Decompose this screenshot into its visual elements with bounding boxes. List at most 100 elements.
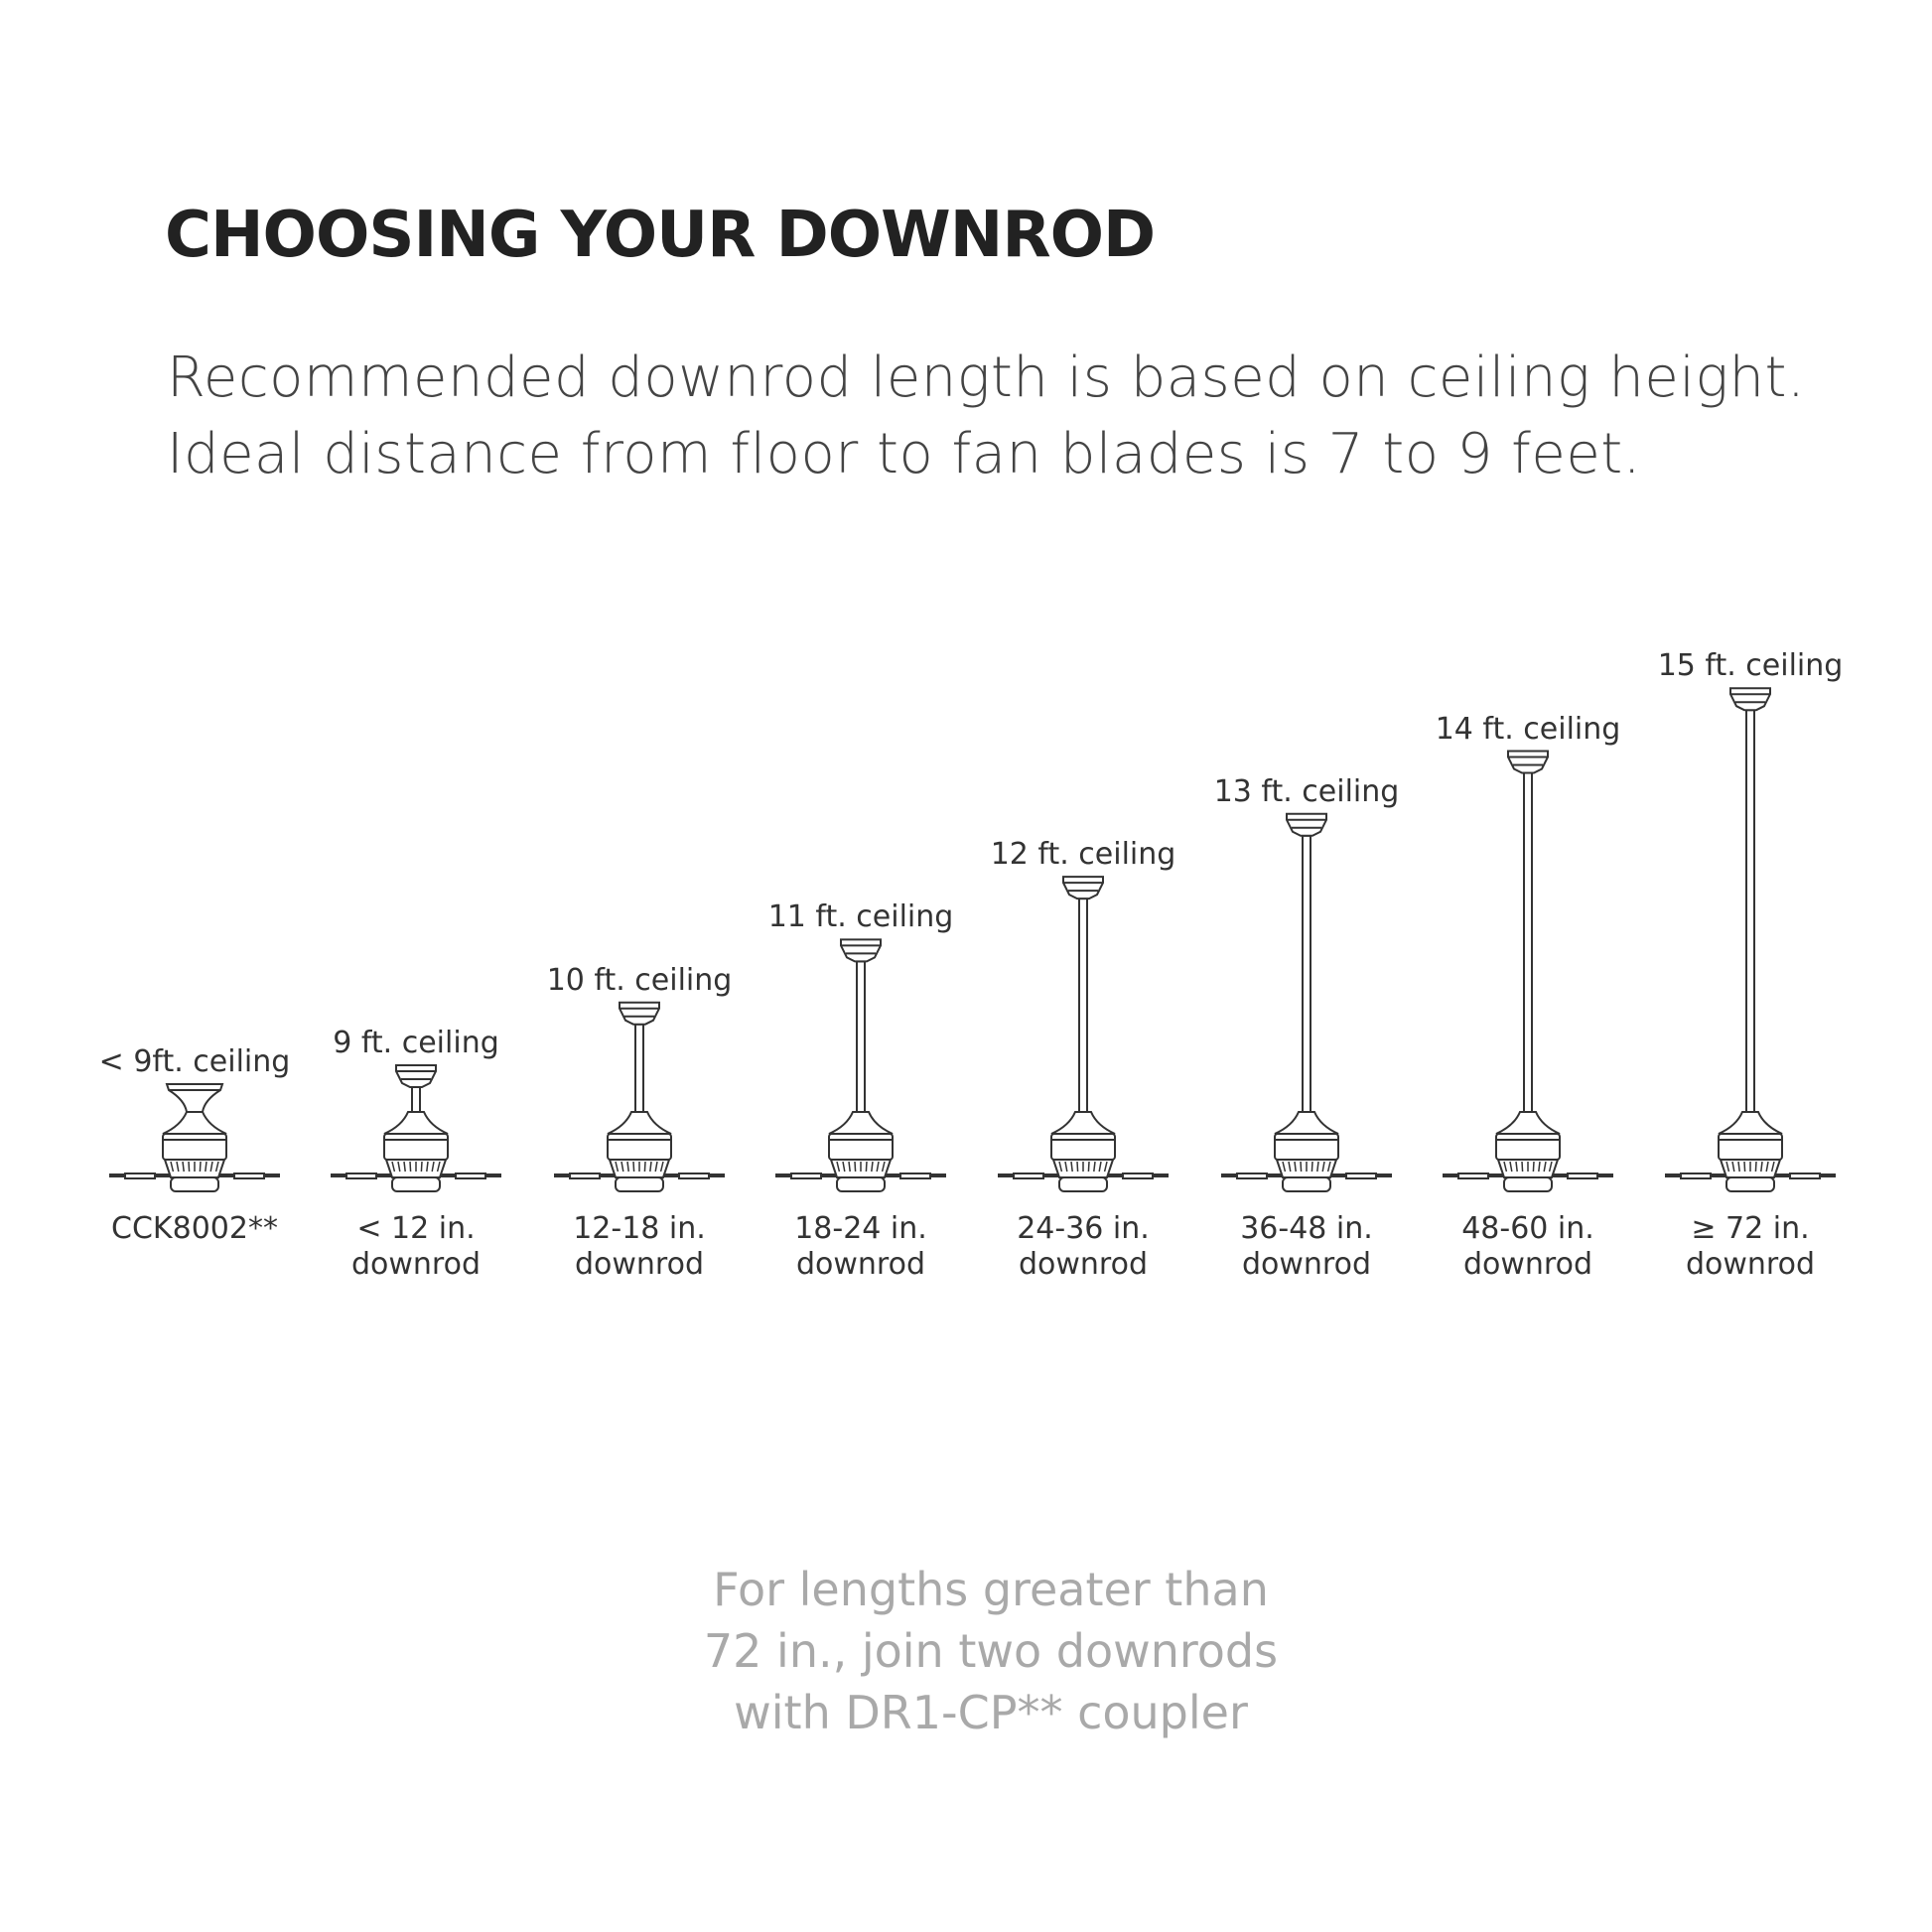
motor-housing — [1718, 1133, 1783, 1161]
downrod-label-line: downrod — [1462, 1247, 1593, 1282]
light-kit — [391, 1176, 441, 1192]
page-title: CHOOSING YOUR DOWNROD — [165, 199, 1156, 272]
blade-bracket — [124, 1173, 156, 1179]
footer-line-1: For lengths greater than — [713, 1563, 1269, 1616]
canopy — [1507, 750, 1549, 774]
motor-cap — [1495, 1111, 1561, 1135]
blade-bracket — [569, 1173, 601, 1179]
downrod-length-label: 18-24 in. downrod — [794, 1211, 927, 1283]
downrod — [1523, 771, 1533, 1113]
light-kit — [1503, 1176, 1553, 1192]
blade-bracket — [1457, 1173, 1489, 1179]
footer-line-3: with DR1-CP** coupler — [734, 1686, 1248, 1739]
ceiling-fan-icon — [998, 876, 1169, 1192]
ceiling-height-label: 12 ft. ceiling — [990, 837, 1176, 873]
canopy — [840, 938, 882, 963]
light-kit — [1282, 1176, 1331, 1192]
motor-housing — [828, 1133, 894, 1161]
motor-cap — [383, 1111, 449, 1135]
subtitle-line-2: Ideal distance from floor to fan blades … — [167, 422, 1642, 486]
canopy — [1286, 812, 1327, 837]
downrod-label-line: 24-36 in. — [1017, 1211, 1150, 1246]
downrod-label-line: 36-48 in. — [1240, 1211, 1373, 1246]
blade-bracket — [1345, 1173, 1377, 1179]
downrod — [1302, 834, 1311, 1113]
downrod-label-line: downrod — [350, 1247, 482, 1282]
subtitle-line-1: Recommended downrod length is based on c… — [167, 345, 1806, 410]
ceiling-height-label: 14 ft. ceiling — [1435, 711, 1621, 747]
blade-bracket — [1236, 1173, 1268, 1179]
downrod-length-label: 12-18 in. downrod — [573, 1211, 706, 1283]
downrod-label-line: downrod — [795, 1247, 926, 1282]
motor-housing — [1495, 1133, 1561, 1161]
blade-bracket — [790, 1173, 822, 1179]
ceiling-fan-icon — [1443, 750, 1613, 1192]
ceiling-fan-icon — [775, 938, 946, 1192]
motor-cap — [607, 1111, 672, 1135]
downrod-label-line: downrod — [1241, 1247, 1372, 1282]
blade-bracket — [1013, 1173, 1044, 1179]
blade-bracket — [1567, 1173, 1598, 1179]
downrod — [634, 1023, 644, 1113]
light-kit — [836, 1176, 886, 1192]
light-kit — [1725, 1176, 1775, 1192]
light-kit — [1058, 1176, 1108, 1192]
motor-housing — [607, 1133, 672, 1161]
blade-bracket — [678, 1173, 710, 1179]
motor-housing — [1050, 1133, 1116, 1161]
ceiling-fan-icon — [109, 1083, 280, 1192]
canopy — [395, 1064, 437, 1088]
downrod-length-label: 36-48 in. downrod — [1240, 1211, 1373, 1283]
motor-cap — [162, 1111, 227, 1135]
ceiling-fan-icon — [1665, 687, 1836, 1192]
downrod-length-label: 48-60 in. downrod — [1461, 1211, 1594, 1283]
close-mount-canopy — [165, 1083, 224, 1113]
light-kit — [615, 1176, 664, 1192]
motor-housing — [383, 1133, 449, 1161]
footer-note: For lengths greater than 72 in., join tw… — [0, 1559, 1932, 1743]
blade-bracket — [345, 1173, 377, 1179]
downrod-length-label: 24-36 in. downrod — [1017, 1211, 1150, 1283]
motor-housing — [162, 1133, 227, 1161]
motor-cap — [1274, 1111, 1339, 1135]
motor-housing — [1274, 1133, 1339, 1161]
downrod-length-label: ≥ 72 in. downrod — [1686, 1211, 1815, 1283]
ceiling-height-label: 10 ft. ceiling — [546, 962, 733, 998]
motor-cap — [828, 1111, 894, 1135]
downrod-label-line: downrod — [1018, 1247, 1149, 1282]
canopy — [1062, 876, 1104, 900]
light-kit — [170, 1176, 219, 1192]
ceiling-fan-icon — [554, 1001, 725, 1192]
ceiling-height-label: 11 ft. ceiling — [767, 899, 954, 935]
downrod-label-line: 18-24 in. — [794, 1211, 927, 1246]
downrod-label-line: 12-18 in. — [573, 1211, 706, 1246]
ceiling-fan-icon — [331, 1064, 501, 1192]
blade-bracket — [455, 1173, 486, 1179]
downrod — [1745, 709, 1755, 1113]
canopy — [619, 1001, 660, 1026]
downrod — [856, 960, 866, 1113]
downrod-label-line: CCK8002** — [111, 1211, 278, 1246]
blade-bracket — [233, 1173, 265, 1179]
downrod-label-line: 48-60 in. — [1461, 1211, 1594, 1246]
downrod-label-line: downrod — [1685, 1247, 1816, 1282]
ceiling-height-label: 13 ft. ceiling — [1213, 773, 1400, 809]
downrod-label-line: downrod — [574, 1247, 705, 1282]
motor-cap — [1718, 1111, 1783, 1135]
downrod-label-line: ≥ 72 in. — [1691, 1211, 1810, 1246]
downrod-length-label: < 12 in. downrod — [351, 1211, 481, 1283]
downrod — [1078, 897, 1088, 1113]
ceiling-height-label: 9 ft. ceiling — [333, 1026, 499, 1060]
ceiling-fan-icon — [1221, 812, 1392, 1192]
motor-cap — [1050, 1111, 1116, 1135]
canopy — [1729, 687, 1771, 712]
downrod — [411, 1086, 421, 1113]
ceiling-height-label: < 9ft. ceiling — [98, 1044, 291, 1079]
ceiling-height-label: 15 ft. ceiling — [1657, 648, 1844, 684]
blade-bracket — [1122, 1173, 1154, 1179]
downrod-label-line: < 12 in. — [356, 1211, 476, 1246]
blade-bracket — [899, 1173, 931, 1179]
blade-bracket — [1789, 1173, 1821, 1179]
footer-line-2: 72 in., join two downrods — [703, 1624, 1279, 1678]
